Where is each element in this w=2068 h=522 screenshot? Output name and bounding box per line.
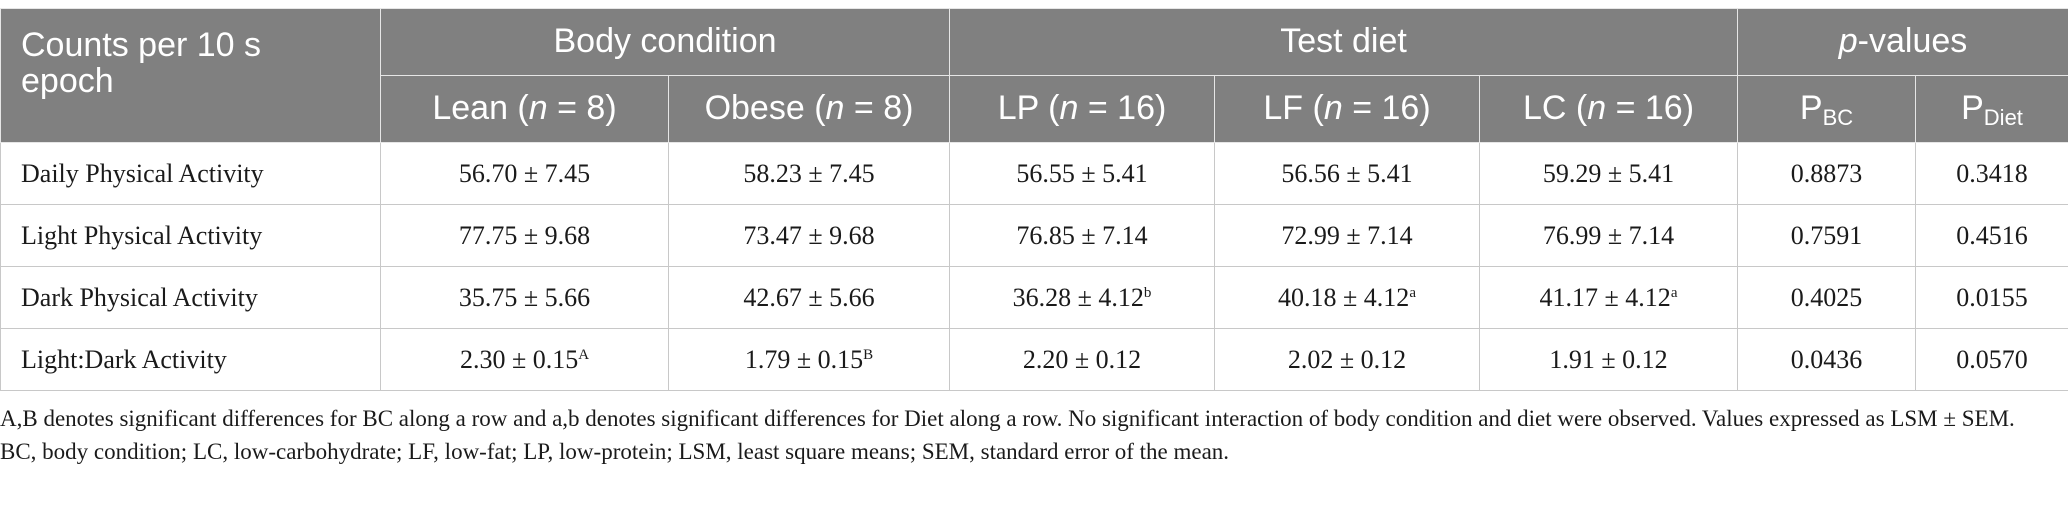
cell-p-diet: 0.0155 xyxy=(1915,266,2068,329)
cell-lf: 56.56 ± 5.41 xyxy=(1214,142,1481,205)
cell-value: 56.55 ± 5.41 xyxy=(1016,158,1148,188)
cell-value: 77.75 ± 9.68 xyxy=(458,220,591,250)
cell-value: 36.28 ± 4.12 xyxy=(1012,282,1144,312)
cell-value: 72.99 ± 7.14 xyxy=(1281,220,1413,250)
cell-value: 76.99 ± 7.14 xyxy=(1542,220,1675,250)
sub-header-lp: LP (n = 16) xyxy=(949,75,1216,143)
cell-value: 2.02 ± 0.12 xyxy=(1287,344,1407,374)
sub-header-p-diet: PDiet xyxy=(1915,75,2068,143)
table-row: Light:Dark Activity 2.30 ± 0.15A 1.79 ± … xyxy=(0,328,2068,391)
cell-lean: 77.75 ± 9.68 xyxy=(380,204,669,267)
n-symbol: n xyxy=(1059,89,1079,128)
row-label: Light:Dark Activity xyxy=(0,328,381,391)
activity-table: Counts per 10 s epoch Body condition Tes… xyxy=(0,8,2068,391)
group-header-p-values: p-values xyxy=(1737,8,2068,76)
cell-obese: 73.47 ± 9.68 xyxy=(667,204,951,267)
cell-superscript: a xyxy=(1670,284,1678,301)
cell-lf: 2.02 ± 0.12 xyxy=(1214,328,1481,391)
cell-p-diet: 0.4516 xyxy=(1915,204,2068,267)
table-row: Light Physical Activity 77.75 ± 9.68 73.… xyxy=(0,204,2068,267)
cell-value: 35.75 ± 5.66 xyxy=(458,282,591,312)
cell-lc: 41.17 ± 4.12a xyxy=(1479,266,1739,329)
n-symbol: n xyxy=(1587,89,1607,128)
cell-value: 58.23 ± 7.45 xyxy=(743,158,875,188)
cell-superscript: B xyxy=(863,346,874,363)
sub-header-lean: Lean (n = 8) xyxy=(380,75,669,143)
p-symbol: p xyxy=(1838,22,1858,61)
n-symbol: n xyxy=(1323,89,1343,128)
table-row: Daily Physical Activity 56.70 ± 7.45 58.… xyxy=(0,142,2068,205)
n-symbol: n xyxy=(528,89,548,128)
p-diet-subscript: Diet xyxy=(1983,105,2023,131)
cell-value: 56.70 ± 7.45 xyxy=(458,158,591,188)
cell-lp: 76.85 ± 7.14 xyxy=(949,204,1216,267)
cell-lp: 56.55 ± 5.41 xyxy=(949,142,1216,205)
cell-lean: 35.75 ± 5.66 xyxy=(380,266,669,329)
p-bc-subscript: BC xyxy=(1822,105,1854,131)
footnote-significance: A,B denotes significant differences for … xyxy=(0,406,2015,431)
cell-lf: 72.99 ± 7.14 xyxy=(1214,204,1481,267)
cell-lc: 76.99 ± 7.14 xyxy=(1479,204,1739,267)
cell-value: 2.30 ± 0.15 xyxy=(459,344,579,374)
group-header-body-condition: Body condition xyxy=(379,8,951,76)
group-header-test-diet: Test diet xyxy=(949,8,1739,76)
cell-p-bc: 0.7591 xyxy=(1737,204,1917,267)
cell-obese: 1.79 ± 0.15B xyxy=(667,328,951,391)
cell-superscript: A xyxy=(578,346,590,363)
cell-p-diet: 0.0570 xyxy=(1915,328,2068,391)
cell-value: 59.29 ± 5.41 xyxy=(1542,158,1675,188)
cell-p-diet: 0.3418 xyxy=(1915,142,2068,205)
sub-header-lc: LC (n = 16) xyxy=(1479,75,1739,143)
cell-value: 1.79 ± 0.15 xyxy=(744,344,864,374)
sub-header-p-bc: PBC xyxy=(1737,75,1917,143)
table-row: Dark Physical Activity 35.75 ± 5.66 42.6… xyxy=(0,266,2068,329)
cell-lf: 40.18 ± 4.12a xyxy=(1214,266,1481,329)
cell-value: 73.47 ± 9.68 xyxy=(743,220,875,250)
row-label: Dark Physical Activity xyxy=(0,266,381,329)
cell-superscript: a xyxy=(1409,284,1416,301)
corner-header: Counts per 10 s epoch xyxy=(0,8,381,143)
footnote-abbreviations: BC, body condition; LC, low-carbohydrate… xyxy=(0,439,1230,464)
sub-header-obese: Obese (n = 8) xyxy=(667,75,951,143)
cell-lc: 59.29 ± 5.41 xyxy=(1479,142,1739,205)
cell-lean: 56.70 ± 7.45 xyxy=(380,142,669,205)
cell-obese: 58.23 ± 7.45 xyxy=(667,142,951,205)
cell-value: 56.56 ± 5.41 xyxy=(1281,158,1413,188)
cell-value: 2.20 ± 0.12 xyxy=(1022,344,1142,374)
cell-lean: 2.30 ± 0.15A xyxy=(380,328,669,391)
cell-p-bc: 0.4025 xyxy=(1737,266,1917,329)
cell-p-bc: 0.8873 xyxy=(1737,142,1917,205)
table-header: Counts per 10 s epoch Body condition Tes… xyxy=(0,8,2068,143)
row-label: Daily Physical Activity xyxy=(0,142,381,205)
cell-value: 76.85 ± 7.14 xyxy=(1016,220,1148,250)
p-bc-main: P xyxy=(1799,89,1823,128)
cell-p-bc: 0.0436 xyxy=(1737,328,1917,391)
cell-value: 42.67 ± 5.66 xyxy=(743,282,875,312)
cell-obese: 42.67 ± 5.66 xyxy=(667,266,951,329)
n-symbol: n xyxy=(825,89,845,128)
data-table-container: Counts per 10 s epoch Body condition Tes… xyxy=(0,8,2068,391)
cell-superscript: b xyxy=(1143,284,1152,301)
cell-lc: 1.91 ± 0.12 xyxy=(1479,328,1739,391)
table-body: Daily Physical Activity 56.70 ± 7.45 58.… xyxy=(0,142,2068,391)
table-footnotes: A,B denotes significant differences for … xyxy=(0,402,2056,468)
p-diet-main: P xyxy=(1961,89,1984,128)
cell-lp: 36.28 ± 4.12b xyxy=(949,266,1216,329)
cell-value: 41.17 ± 4.12 xyxy=(1539,282,1671,312)
row-label: Light Physical Activity xyxy=(0,204,381,267)
cell-value: 1.91 ± 0.12 xyxy=(1549,344,1668,374)
cell-lp: 2.20 ± 0.12 xyxy=(949,328,1216,391)
sub-header-lf: LF (n = 16) xyxy=(1214,75,1481,143)
cell-value: 40.18 ± 4.12 xyxy=(1278,282,1410,312)
